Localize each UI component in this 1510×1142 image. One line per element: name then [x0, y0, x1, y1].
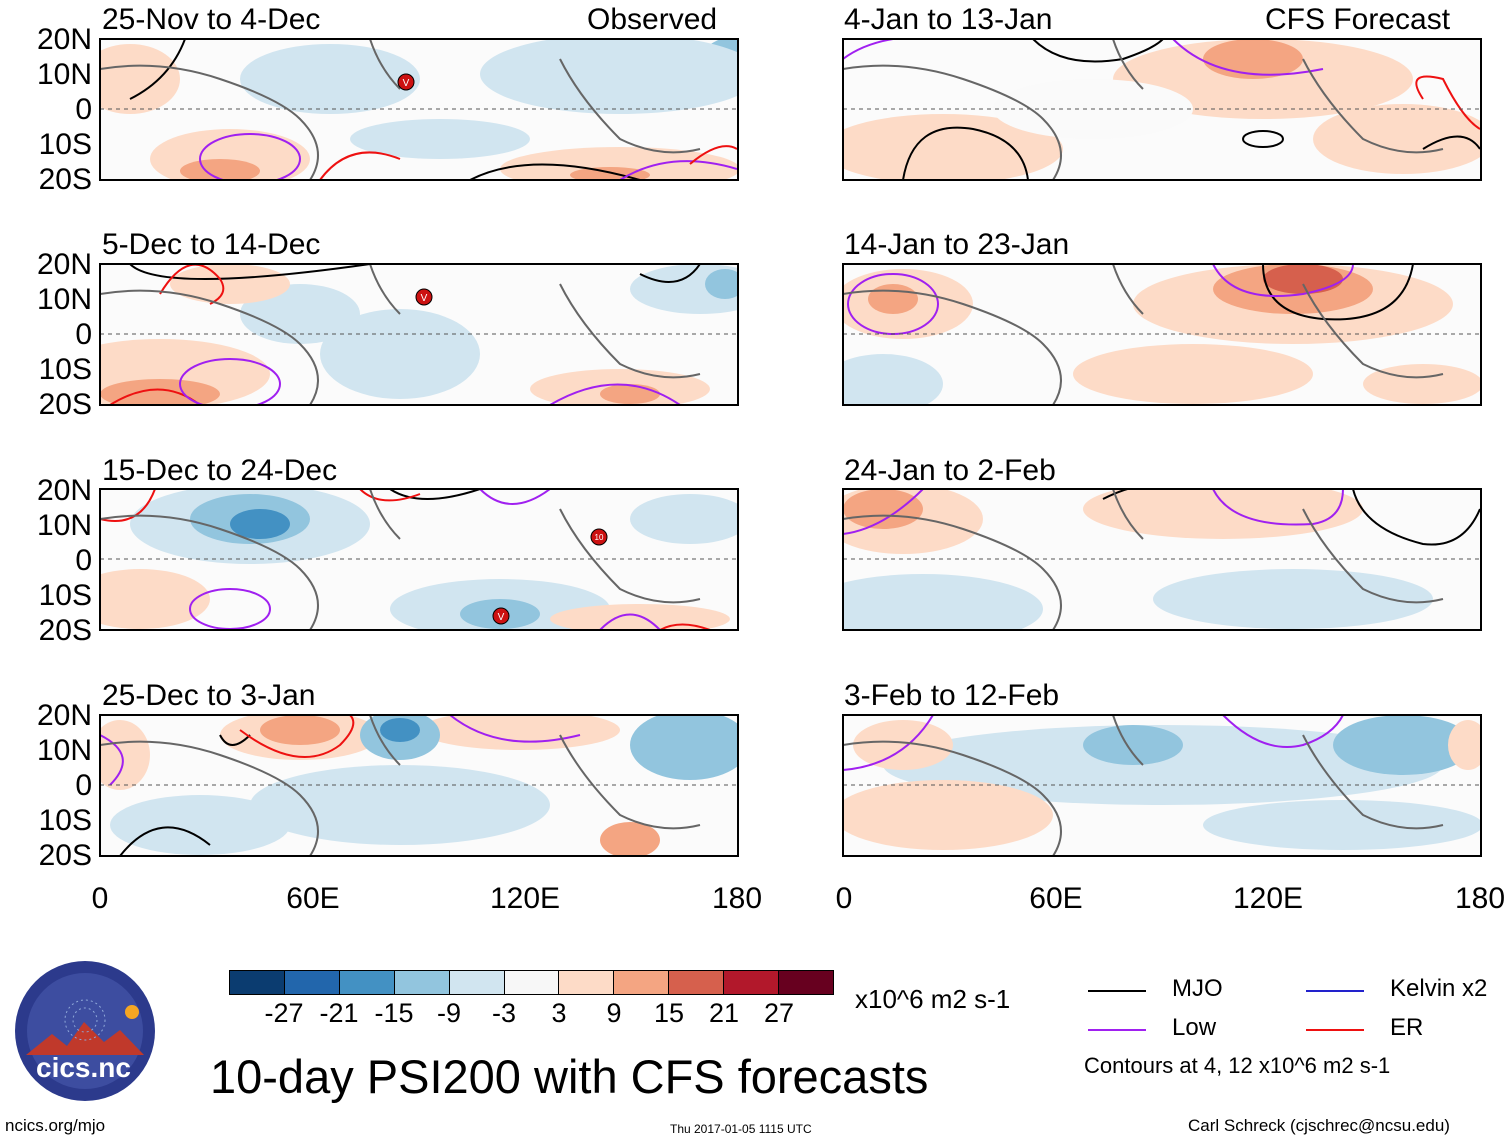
storm-label: V	[403, 78, 410, 89]
map-panel-4	[843, 264, 1480, 405]
map-panel-5	[100, 489, 737, 630]
lon-label-120e: 120E	[489, 882, 561, 915]
colorbar-tick: -21	[319, 998, 359, 1028]
colorbar-cell	[614, 971, 670, 994]
storm-label: V	[498, 612, 505, 623]
lon-label-0: 0	[91, 882, 109, 915]
colorbar-tick: 21	[708, 998, 740, 1028]
colorbar-cell	[779, 971, 833, 994]
lat-label-10n: 10N	[36, 58, 92, 91]
map-panel-6	[843, 489, 1480, 630]
panel-title-2: 4-Jan to 13-Jan	[844, 3, 1053, 36]
map-panel-8	[843, 715, 1480, 856]
main-title: 10-day PSI200 with CFS forecasts	[210, 1050, 929, 1103]
lon-label-0: 0	[835, 882, 853, 915]
colorbar	[229, 970, 834, 995]
legend-line-mjo	[1088, 990, 1146, 992]
lat-label-0: 0	[75, 769, 92, 802]
storm-marker-icon: V	[415, 288, 433, 306]
panel-title-7: 25-Dec to 3-Jan	[102, 679, 316, 712]
cics-nc-logo	[15, 961, 155, 1101]
colorbar-tick: 9	[606, 998, 622, 1028]
lat-label-10n: 10N	[36, 283, 92, 316]
colorbar-units: x10^6 m2 s-1	[855, 984, 1011, 1014]
colorbar-cell	[504, 971, 560, 994]
lat-label-20n: 20N	[36, 23, 92, 56]
lon-label-180: 180	[1454, 882, 1506, 915]
panel-title-6: 24-Jan to 2-Feb	[844, 454, 1056, 487]
storm-marker-icon: V	[397, 73, 415, 91]
colorbar-cell	[559, 971, 615, 994]
lat-label-20s: 20S	[38, 388, 92, 421]
map-panel-7	[100, 715, 737, 856]
lon-label-180: 180	[711, 882, 763, 915]
colorbar-cell	[230, 971, 285, 994]
panel-title-4: 14-Jan to 23-Jan	[844, 228, 1070, 261]
footer-url[interactable]: ncics.org/mjo	[5, 1116, 106, 1135]
footer-timestamp: Thu 2017-01-05 1115 UTC	[670, 1122, 812, 1136]
storm-marker-icon: 10	[590, 528, 608, 546]
lat-label-10s: 10S	[38, 804, 92, 837]
legend-line-kelvin	[1306, 990, 1364, 992]
lat-label-10n: 10N	[36, 734, 92, 767]
footer-credit: Carl Schreck (cjschrec@ncsu.edu)	[1188, 1116, 1450, 1135]
panel-title-3: 5-Dec to 14-Dec	[102, 228, 321, 261]
colorbar-tick: 15	[653, 998, 685, 1028]
map-panel-3	[100, 264, 737, 405]
colorbar-cell	[339, 971, 395, 994]
colorbar-tick: -15	[374, 998, 414, 1028]
legend-label-kelvin: Kelvin x2	[1390, 975, 1488, 1002]
lat-label-0: 0	[75, 544, 92, 577]
lat-label-20s: 20S	[38, 839, 92, 872]
colorbar-cell	[394, 971, 450, 994]
lat-label-20n: 20N	[36, 699, 92, 732]
colorbar-tick: 27	[763, 998, 795, 1028]
lat-label-20n: 20N	[36, 248, 92, 281]
colorbar-cell	[284, 971, 340, 994]
lon-label-120e: 120E	[1232, 882, 1304, 915]
map-panel-2	[843, 39, 1480, 180]
lon-label-60e: 60E	[286, 882, 340, 915]
lat-label-10s: 10S	[38, 128, 92, 161]
panel-title-1: 25-Nov to 4-Dec	[102, 3, 321, 36]
colorbar-tick: -27	[264, 998, 304, 1028]
legend-label-er: ER	[1390, 1014, 1424, 1041]
logo-name: cics.nc	[36, 1052, 131, 1083]
panel-title-8: 3-Feb to 12-Feb	[844, 679, 1060, 712]
lon-label-60e: 60E	[1029, 882, 1083, 915]
panel-tag-cfs-forecast: CFS Forecast	[1265, 3, 1451, 36]
colorbar-cell	[724, 971, 780, 994]
legend-label-low: Low	[1172, 1014, 1217, 1041]
colorbar-bar	[229, 970, 834, 995]
legend-label-mjo: MJO	[1172, 975, 1223, 1002]
storm-label: 10	[595, 533, 604, 542]
map-panel-1	[100, 39, 737, 180]
storm-marker-icon: V	[492, 607, 510, 625]
legend-line-low	[1088, 1029, 1146, 1031]
lat-label-10n: 10N	[36, 509, 92, 542]
storm-label: V	[421, 293, 428, 304]
panel-tag-observed: Observed	[587, 3, 718, 36]
legend-line-er	[1306, 1029, 1364, 1031]
colorbar-cell	[669, 971, 725, 994]
lat-label-0: 0	[75, 318, 92, 351]
lat-label-10s: 10S	[38, 579, 92, 612]
panel-title-5: 15-Dec to 24-Dec	[102, 454, 338, 487]
lat-label-20n: 20N	[36, 474, 92, 507]
colorbar-cell	[449, 971, 505, 994]
lat-label-10s: 10S	[38, 353, 92, 386]
colorbar-tick: 3	[551, 998, 567, 1028]
contour-note: Contours at 4, 12 x10^6 m2 s-1	[1084, 1053, 1391, 1078]
colorbar-tick: -3	[491, 998, 517, 1028]
lat-label-0: 0	[75, 93, 92, 126]
lat-label-20s: 20S	[38, 614, 92, 647]
lat-label-20s: 20S	[38, 163, 92, 196]
colorbar-tick: -9	[436, 998, 462, 1028]
